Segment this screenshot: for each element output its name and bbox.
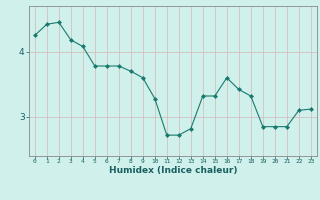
X-axis label: Humidex (Indice chaleur): Humidex (Indice chaleur) [108, 166, 237, 175]
